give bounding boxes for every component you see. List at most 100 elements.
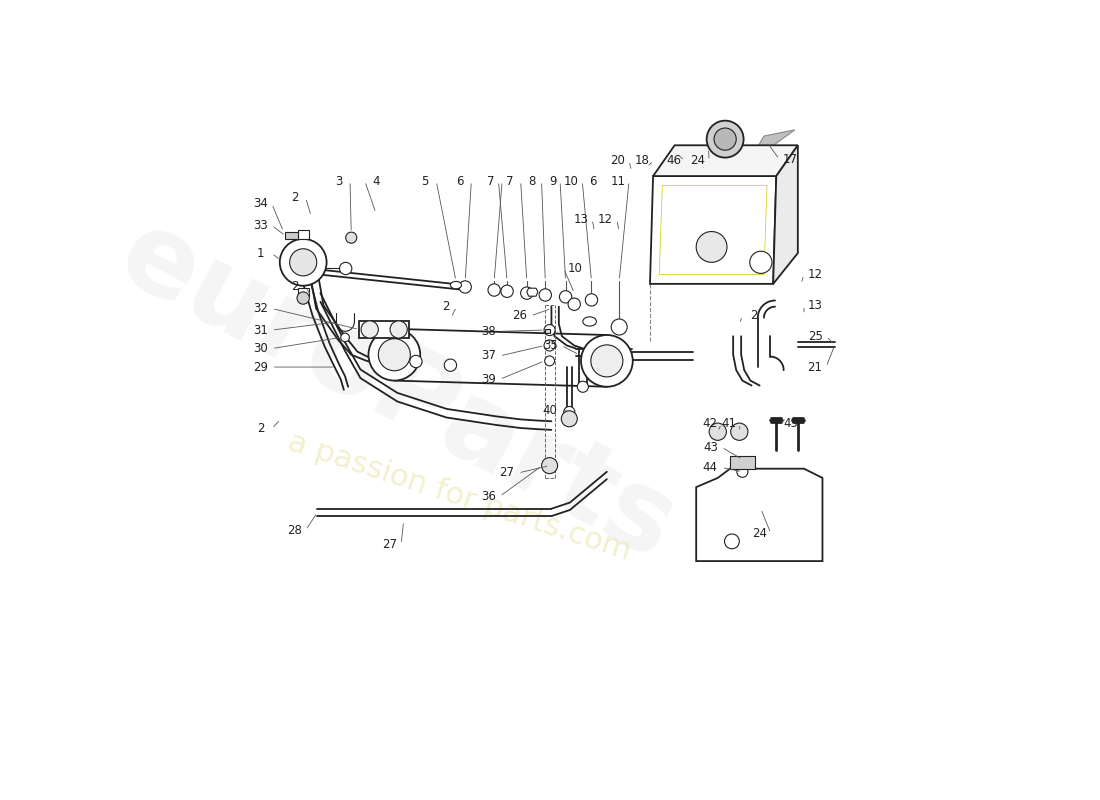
Text: 8: 8: [528, 174, 536, 187]
Text: 27: 27: [383, 538, 397, 551]
Circle shape: [737, 458, 747, 467]
Circle shape: [591, 345, 623, 377]
Polygon shape: [285, 231, 298, 239]
Polygon shape: [298, 230, 309, 239]
Text: 2: 2: [290, 191, 298, 204]
Text: 17: 17: [783, 153, 798, 166]
Circle shape: [560, 290, 572, 303]
Text: 40: 40: [542, 404, 558, 417]
Text: 12: 12: [807, 268, 823, 281]
Text: euroParts: euroParts: [101, 201, 693, 583]
Text: a passion for parts.com: a passion for parts.com: [284, 427, 635, 566]
Text: 18: 18: [635, 154, 650, 167]
Text: 35: 35: [542, 339, 558, 352]
Text: 27: 27: [499, 466, 515, 479]
Text: 7: 7: [506, 174, 514, 187]
Polygon shape: [298, 288, 309, 295]
Text: 29: 29: [253, 361, 268, 374]
Text: 39: 39: [481, 373, 496, 386]
Circle shape: [696, 231, 727, 262]
Text: 46: 46: [666, 154, 681, 167]
Circle shape: [730, 423, 748, 440]
Ellipse shape: [583, 317, 596, 326]
Text: 10: 10: [568, 262, 582, 275]
Circle shape: [279, 239, 327, 286]
Polygon shape: [742, 130, 794, 167]
Text: 6: 6: [590, 174, 597, 187]
Circle shape: [561, 410, 578, 426]
Circle shape: [409, 355, 422, 368]
Text: 43: 43: [703, 441, 718, 454]
Text: 28: 28: [287, 524, 303, 537]
Text: 44: 44: [703, 461, 718, 474]
Circle shape: [725, 534, 739, 549]
Polygon shape: [653, 146, 798, 176]
Circle shape: [581, 335, 632, 386]
Circle shape: [737, 466, 748, 478]
Circle shape: [544, 325, 556, 336]
Circle shape: [340, 262, 352, 274]
Circle shape: [568, 298, 581, 310]
Circle shape: [750, 251, 772, 274]
Circle shape: [444, 359, 456, 371]
Circle shape: [297, 292, 309, 304]
Text: 6: 6: [456, 174, 464, 187]
Text: 2: 2: [442, 300, 449, 313]
Polygon shape: [773, 146, 798, 284]
Text: 11: 11: [610, 174, 626, 187]
Polygon shape: [360, 321, 408, 338]
Ellipse shape: [450, 282, 462, 289]
Text: 2: 2: [257, 422, 264, 435]
Polygon shape: [527, 288, 538, 296]
Circle shape: [520, 287, 532, 299]
Circle shape: [541, 458, 558, 474]
Text: 41: 41: [722, 418, 736, 430]
Circle shape: [706, 121, 744, 158]
Text: 37: 37: [481, 350, 496, 362]
Text: 13: 13: [573, 213, 588, 226]
Polygon shape: [650, 176, 777, 284]
Polygon shape: [730, 456, 755, 469]
Text: 9: 9: [549, 174, 557, 187]
Text: 36: 36: [481, 490, 496, 503]
Circle shape: [585, 294, 597, 306]
Circle shape: [578, 382, 588, 392]
Text: 31: 31: [253, 323, 268, 337]
Text: 20: 20: [610, 154, 626, 167]
Text: 45: 45: [783, 418, 798, 430]
Text: 3: 3: [336, 174, 342, 187]
Text: 30: 30: [253, 342, 268, 355]
Text: 32: 32: [253, 302, 268, 315]
Text: 26: 26: [512, 310, 527, 322]
Text: 21: 21: [807, 361, 823, 374]
Text: 4: 4: [372, 174, 379, 187]
Text: 2: 2: [290, 281, 298, 294]
Text: 42: 42: [703, 418, 718, 430]
Text: 33: 33: [253, 219, 268, 232]
Circle shape: [289, 249, 317, 276]
Polygon shape: [696, 469, 823, 561]
Text: 12: 12: [598, 213, 613, 226]
Text: 13: 13: [807, 299, 823, 312]
Polygon shape: [544, 329, 550, 333]
Text: 5: 5: [421, 174, 429, 187]
Circle shape: [544, 340, 556, 351]
Circle shape: [341, 333, 350, 342]
Text: 24: 24: [691, 154, 705, 167]
Text: 1: 1: [257, 246, 264, 259]
Circle shape: [500, 285, 514, 298]
Text: 24: 24: [752, 527, 767, 540]
Text: 10: 10: [563, 174, 579, 187]
Circle shape: [459, 281, 471, 293]
Circle shape: [345, 232, 356, 243]
Text: 38: 38: [481, 325, 496, 338]
Text: 7: 7: [487, 174, 495, 187]
Circle shape: [714, 128, 736, 150]
Circle shape: [544, 356, 554, 366]
Circle shape: [378, 338, 410, 370]
Text: 2: 2: [750, 310, 757, 322]
Circle shape: [390, 321, 407, 338]
Circle shape: [488, 284, 501, 296]
Text: 34: 34: [253, 198, 268, 210]
Circle shape: [539, 289, 551, 301]
